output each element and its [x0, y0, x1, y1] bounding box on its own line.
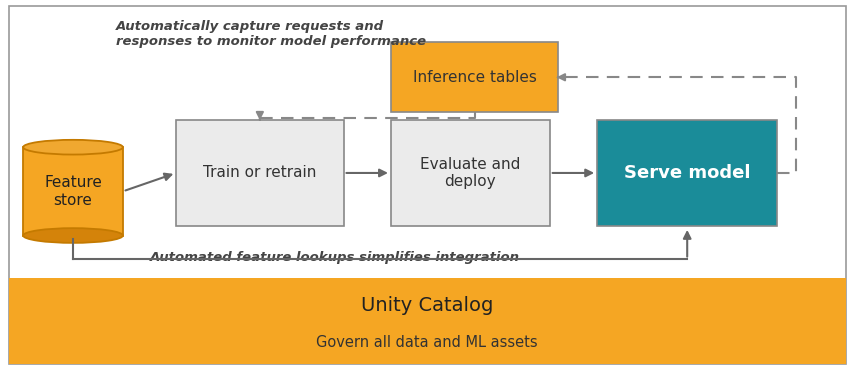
Bar [176, 120, 344, 226]
Bar [9, 278, 846, 364]
Text: Feature
store: Feature store [44, 175, 102, 208]
Bar [23, 147, 123, 236]
Text: Automatically capture requests and
responses to monitor model performance: Automatically capture requests and respo… [116, 20, 426, 48]
Text: Unity Catalog: Unity Catalog [361, 296, 493, 315]
Ellipse shape [23, 140, 123, 155]
Text: Automated feature lookups simplifies integration: Automated feature lookups simplifies int… [150, 251, 521, 264]
Ellipse shape [23, 228, 123, 243]
Text: Inference tables: Inference tables [412, 70, 537, 85]
Text: Evaluate and
deploy: Evaluate and deploy [420, 157, 521, 189]
Text: Train or retrain: Train or retrain [204, 166, 316, 180]
Bar [391, 120, 550, 226]
Text: Govern all data and ML assets: Govern all data and ML assets [316, 335, 538, 350]
Bar [391, 42, 558, 112]
Text: Serve model: Serve model [624, 164, 751, 182]
Bar [597, 120, 777, 226]
